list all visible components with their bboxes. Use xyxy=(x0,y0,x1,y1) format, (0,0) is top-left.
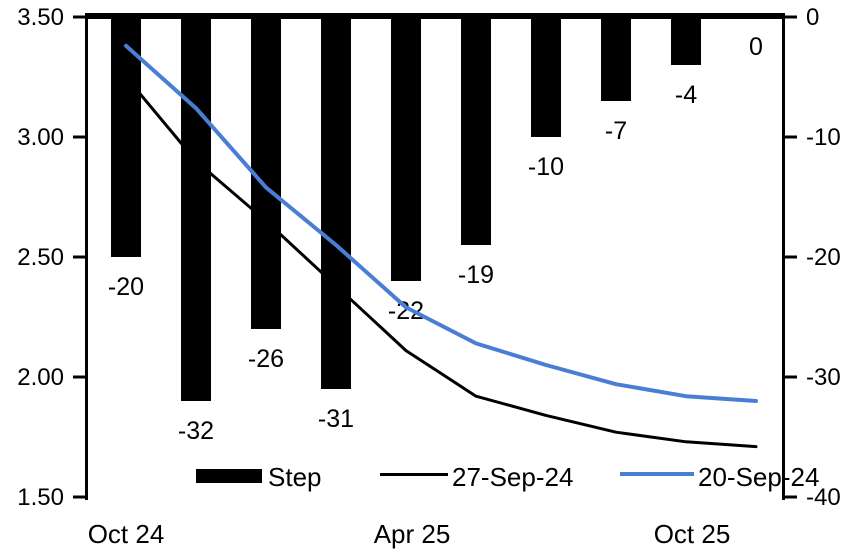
bar xyxy=(461,16,491,245)
left-axis-tick xyxy=(73,375,85,379)
bar xyxy=(391,16,421,281)
line-series-27-sep-24 xyxy=(124,75,758,449)
right-axis-tick-label: -20 xyxy=(806,244,841,271)
right-axis-tick-label: 0 xyxy=(806,4,819,31)
right-axis-tick-label: -30 xyxy=(806,364,841,391)
left-axis-tick xyxy=(73,135,85,139)
left-axis-tick xyxy=(73,495,85,499)
bar xyxy=(181,16,211,401)
x-axis-label: Apr 25 xyxy=(374,519,451,549)
bar-value-label: -7 xyxy=(605,117,627,145)
bar xyxy=(671,16,701,65)
left-axis-tick-label: 1.50 xyxy=(17,484,64,511)
right-axis-tick xyxy=(785,15,797,19)
bar-value-label: -19 xyxy=(458,261,494,289)
bar xyxy=(111,16,141,257)
right-axis-tick-label: -10 xyxy=(806,124,841,151)
left-axis-tick-label: 2.00 xyxy=(17,364,64,391)
right-axis-tick xyxy=(785,255,797,259)
left-axis-line xyxy=(85,13,88,500)
bar xyxy=(321,16,351,389)
right-axis-tick xyxy=(785,135,797,139)
bar-value-label: -26 xyxy=(248,345,284,373)
left-axis-tick-label: 2.50 xyxy=(17,244,64,271)
left-axis-tick xyxy=(73,255,85,259)
bar-value-label: -22 xyxy=(388,297,424,325)
left-axis-tick-label: 3.50 xyxy=(17,4,64,31)
bar xyxy=(531,16,561,137)
bar-value-label: -4 xyxy=(675,81,697,109)
x-axis-label: Oct 24 xyxy=(88,519,165,549)
bar-value-label: -32 xyxy=(178,417,214,445)
zero-line xyxy=(88,13,785,19)
right-axis-line xyxy=(782,13,785,500)
bar xyxy=(251,16,281,329)
right-axis-tick-label: -40 xyxy=(806,484,841,511)
left-axis-tick-label: 3.00 xyxy=(17,124,64,151)
left-axis-tick xyxy=(73,15,85,19)
x-axis-label: Oct 25 xyxy=(654,519,731,549)
bar xyxy=(601,16,631,101)
right-axis-tick xyxy=(785,495,797,499)
bar-series-step xyxy=(111,16,771,401)
line-series-20-sep-24 xyxy=(124,43,758,403)
right-axis-tick xyxy=(785,375,797,379)
bar-value-label: 0 xyxy=(749,33,763,61)
bar-value-label: -31 xyxy=(318,405,354,433)
bar-value-label: -10 xyxy=(528,153,564,181)
bar-value-label: -20 xyxy=(108,273,144,301)
